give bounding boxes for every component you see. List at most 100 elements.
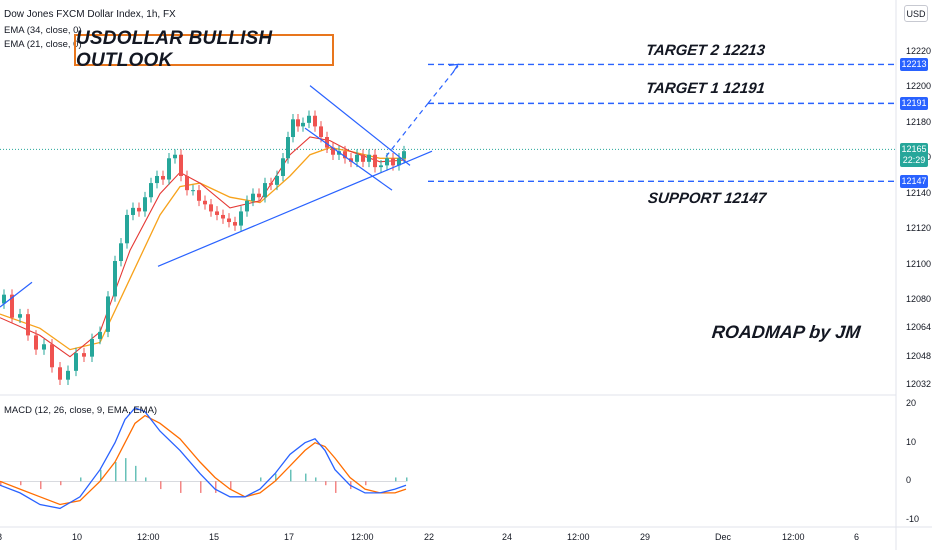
candle-body	[269, 183, 273, 185]
macd-line	[0, 407, 407, 510]
candle-body	[319, 126, 323, 138]
macd-histogram-bar	[230, 481, 232, 490]
candle-body	[385, 158, 389, 166]
currency-button[interactable]: USD	[904, 5, 928, 22]
price-tag: 12213	[900, 58, 928, 72]
price-tag: 12191	[900, 97, 928, 111]
macd-histogram-bar	[135, 465, 137, 482]
candle-body	[191, 190, 195, 192]
rising-support-trendline	[157, 150, 433, 267]
macd-histogram-bar	[100, 469, 102, 482]
macd-tick-label: 0	[906, 475, 912, 486]
time-tick-label: 29	[640, 532, 651, 542]
time-tick-label: 12:00	[782, 532, 805, 542]
macd-tick-label: 10	[906, 436, 917, 447]
candle-body	[239, 211, 243, 226]
candle-body	[10, 294, 14, 318]
candle-body	[301, 122, 305, 127]
macd-histogram-bar	[160, 481, 162, 490]
candle-body	[257, 193, 261, 198]
ema21-line	[0, 136, 407, 358]
candle-body	[137, 207, 141, 212]
candle-body	[209, 204, 213, 212]
macd-histogram-bar	[215, 481, 217, 493]
time-tick-label: 10	[72, 532, 83, 542]
candle-body	[349, 158, 353, 162]
candle-body	[291, 119, 295, 138]
macd-histogram-bar	[290, 469, 292, 482]
ema34-legend: EMA (34, close, 0)	[4, 25, 82, 36]
candle-body	[173, 154, 177, 159]
candle-body	[98, 331, 102, 339]
ema34-line	[0, 146, 406, 351]
macd-histogram-bar	[125, 458, 127, 482]
candle-body	[373, 154, 377, 168]
price-tick-label: 12200	[906, 81, 932, 92]
time-tick-label: 12:00	[137, 532, 160, 542]
macd-histogram-bar	[145, 477, 147, 482]
headline-box: USDOLLAR BULLISH OUTLOOK	[74, 28, 334, 71]
candle-body	[379, 165, 383, 168]
candle-body	[131, 207, 135, 215]
candle-body	[149, 183, 153, 198]
price-tick-label: 12140	[906, 187, 932, 198]
wedge-upper-line	[309, 85, 411, 166]
price-tag: 12147	[900, 175, 928, 189]
price-tick-label: 12180	[906, 116, 932, 127]
candle-body	[203, 200, 207, 205]
price-tick-label: 12120	[906, 223, 932, 234]
candle-body	[185, 175, 189, 191]
macd-histogram-bar	[0, 481, 2, 486]
macd-histogram-bar	[115, 462, 117, 482]
candle-body	[66, 370, 70, 380]
candle-body	[143, 197, 147, 212]
candle-body	[197, 190, 201, 201]
candle-body	[286, 137, 290, 159]
candle-body	[106, 296, 110, 332]
credit-annotation: ROADMAP by JM	[711, 322, 862, 342]
ema21-legend: EMA (21, close, 0)	[4, 39, 82, 50]
chart-title: Dow Jones FXCM Dollar Index, 1h, FX	[4, 9, 176, 20]
support-annotation: SUPPORT 12147	[647, 190, 768, 207]
candle-body	[2, 294, 6, 304]
candle-body	[281, 158, 285, 176]
macd-histogram-bar	[335, 481, 337, 493]
candle-body	[161, 175, 165, 180]
candle-body	[74, 353, 78, 371]
price-tick-label: 12032	[906, 379, 932, 389]
candle-body	[263, 183, 267, 198]
macd-histogram-bar	[325, 481, 327, 486]
candle-body	[391, 158, 395, 166]
macd-histogram-bar	[40, 481, 42, 490]
macd-histogram-bar	[180, 481, 182, 493]
time-tick-label: 22	[424, 532, 435, 542]
candle-body	[343, 151, 347, 159]
candle-body	[367, 154, 371, 162]
candle-body	[155, 175, 159, 184]
price-tick-label: 12064	[906, 322, 932, 333]
candle-body	[227, 218, 231, 223]
macd-histogram-bar	[20, 481, 22, 486]
price-tick-label: 12048	[906, 350, 932, 361]
macd-histogram-bar	[305, 473, 307, 482]
candle-body	[245, 200, 249, 212]
candle-body	[355, 154, 359, 162]
candle-body	[325, 137, 329, 148]
candle-body	[313, 115, 317, 127]
candle-body	[402, 151, 406, 159]
macd-histogram-bar	[275, 473, 277, 482]
candle-body	[251, 193, 255, 201]
time-tick-label: 24	[502, 532, 513, 542]
macd-signal-line	[0, 414, 407, 506]
candle-body	[58, 367, 62, 380]
candle-body	[233, 222, 237, 226]
candle-body	[42, 344, 46, 350]
macd-histogram-bar	[395, 477, 397, 482]
early-trendline	[0, 281, 33, 308]
macd-histogram-bar	[80, 477, 82, 482]
time-tick-label: Dec	[715, 532, 732, 542]
time-tick-label: 15	[209, 532, 220, 542]
candle-body	[82, 353, 86, 357]
